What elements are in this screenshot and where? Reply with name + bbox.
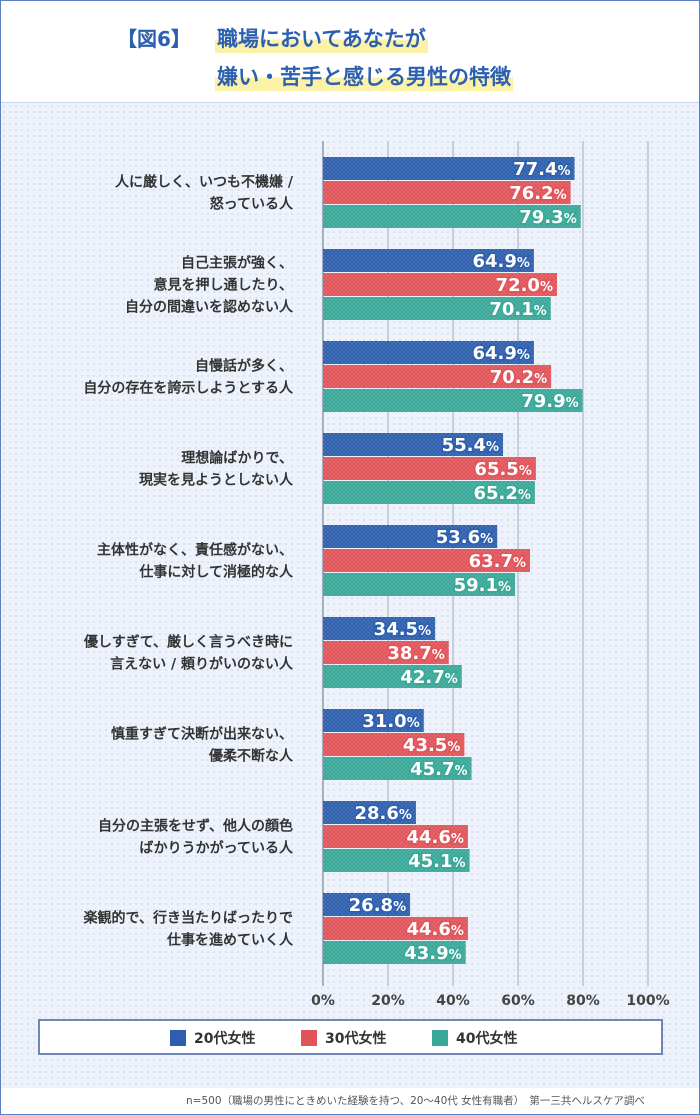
data-label: 59.1%: [454, 575, 511, 596]
category-label: 自分の間違いを認めない人: [125, 299, 294, 316]
title-line-1: 職場においてあなたが: [215, 23, 428, 53]
bar: [323, 549, 531, 572]
bar: [323, 525, 498, 548]
data-label: 26.8%: [349, 895, 406, 916]
data-label: 65.5%: [474, 459, 531, 480]
bar-chart: 0% 20% 40% 60% 80% 100% 人に厳しく、いつも不機嫌 / 怒っている人 77…: [83, 141, 670, 1009]
category-label: 現実を見ようとしない人: [139, 472, 294, 489]
data-label: 64.9%: [472, 251, 529, 272]
data-label: 70.1%: [489, 299, 546, 320]
legend-swatch-20s: [170, 1030, 186, 1046]
data-label: 79.9%: [521, 391, 578, 412]
data-label: 44.6%: [406, 919, 463, 940]
bar: [323, 733, 465, 756]
category-label: 言えない / 頼りがいのない人: [110, 656, 294, 673]
bar: [323, 457, 536, 480]
data-label: 43.9%: [404, 943, 461, 964]
category-label: 優しすぎて、厳しく言うべき時に: [83, 634, 293, 651]
data-label: 42.7%: [400, 667, 457, 688]
bar: [323, 297, 551, 320]
bar: [323, 389, 583, 412]
bar: [323, 941, 466, 964]
category-label: 自己主張が強く、: [181, 255, 293, 272]
bar: [323, 641, 449, 664]
bar: [323, 249, 534, 272]
data-label: 64.9%: [472, 343, 529, 364]
data-label: 31.0%: [362, 711, 419, 732]
bar: [323, 273, 557, 296]
legend-swatch-30s: [301, 1030, 317, 1046]
x-tick-label: 40%: [436, 993, 470, 1009]
bar: [323, 825, 468, 848]
title-line-2: 嫌い・苦手と感じる男性の特徴: [215, 61, 513, 91]
bar: [323, 433, 504, 456]
bar: [323, 801, 416, 824]
category-label: 仕事に対して消極的な人: [138, 564, 294, 581]
data-label: 38.7%: [387, 643, 444, 664]
bar: [323, 157, 575, 180]
bar: [323, 181, 571, 204]
bar: [323, 341, 534, 364]
figure-number: 【図6】: [117, 27, 191, 51]
category-label: 自分の存在を誇示しようとする人: [83, 380, 294, 397]
bar: [323, 665, 462, 688]
bar: [323, 365, 552, 388]
legend-label-40s: 40代女性: [456, 1031, 518, 1047]
data-label: 55.4%: [442, 435, 499, 456]
category-label: 仕事を進めていく人: [166, 932, 294, 949]
category-label: 自慢話が多く、: [195, 358, 293, 375]
category-label: ばかりうかがっている人: [139, 840, 294, 857]
title-header: 【図6】 職場においてあなたが 嫌い・苦手と感じる男性の特徴: [1, 1, 699, 103]
bar: [323, 481, 535, 504]
legend-swatch-40s: [432, 1030, 448, 1046]
category-label: 楽観的で、行き当たりばったりで: [83, 910, 293, 927]
data-label: 72.0%: [496, 275, 553, 296]
category-label: 意見を押し通したり、: [154, 277, 293, 294]
x-tick-label: 20%: [371, 993, 405, 1009]
category-label: 理想論ばかりで、: [181, 450, 293, 467]
data-label: 76.2%: [509, 183, 566, 204]
bar: [323, 709, 424, 732]
footnote: n=500（職場の男性にときめいた経験を持つ、20〜40代 女性有職者） 第一三…: [186, 1095, 645, 1107]
bar: [323, 893, 411, 916]
data-label: 43.5%: [403, 735, 460, 756]
legend-item-20s: 20代女性: [170, 1029, 255, 1047]
category-label: 優柔不断な人: [208, 748, 294, 765]
x-tick-label: 100%: [626, 993, 669, 1009]
data-label: 34.5%: [374, 619, 431, 640]
data-label: 63.7%: [469, 551, 526, 572]
bar: [323, 757, 472, 780]
x-tick-label: 80%: [566, 993, 600, 1009]
data-label: 70.2%: [490, 367, 547, 388]
data-label: 44.6%: [406, 827, 463, 848]
bar: [323, 849, 470, 872]
data-label: 45.7%: [410, 759, 467, 780]
category-label: 自分の主張をせず、他人の顔色: [98, 818, 293, 835]
bar: [323, 205, 581, 228]
x-tick-label: 0%: [311, 993, 335, 1009]
data-label: 28.6%: [354, 803, 411, 824]
legend: 20代女性 30代女性 40代女性: [38, 1019, 663, 1055]
x-tick-label: 60%: [501, 993, 535, 1009]
bar: [323, 573, 516, 596]
legend-item-40s: 40代女性: [432, 1029, 517, 1047]
data-label: 79.3%: [519, 207, 576, 228]
legend-label-20s: 20代女性: [194, 1031, 256, 1047]
bar: [323, 617, 436, 640]
data-label: 53.6%: [436, 527, 493, 548]
category-label: 慎重すぎて決断が出来ない、: [111, 726, 293, 743]
category-label: 人に厳しく、いつも不機嫌 /: [115, 174, 294, 191]
bar: [323, 917, 468, 940]
category-label: 怒っている人: [210, 196, 294, 213]
legend-label-30s: 30代女性: [325, 1031, 387, 1047]
category-label: 主体性がなく、責任感がない、: [97, 542, 293, 559]
data-label: 45.1%: [408, 851, 465, 872]
legend-item-30s: 30代女性: [301, 1029, 386, 1047]
data-label: 65.2%: [473, 483, 530, 504]
data-label: 77.4%: [513, 159, 570, 180]
